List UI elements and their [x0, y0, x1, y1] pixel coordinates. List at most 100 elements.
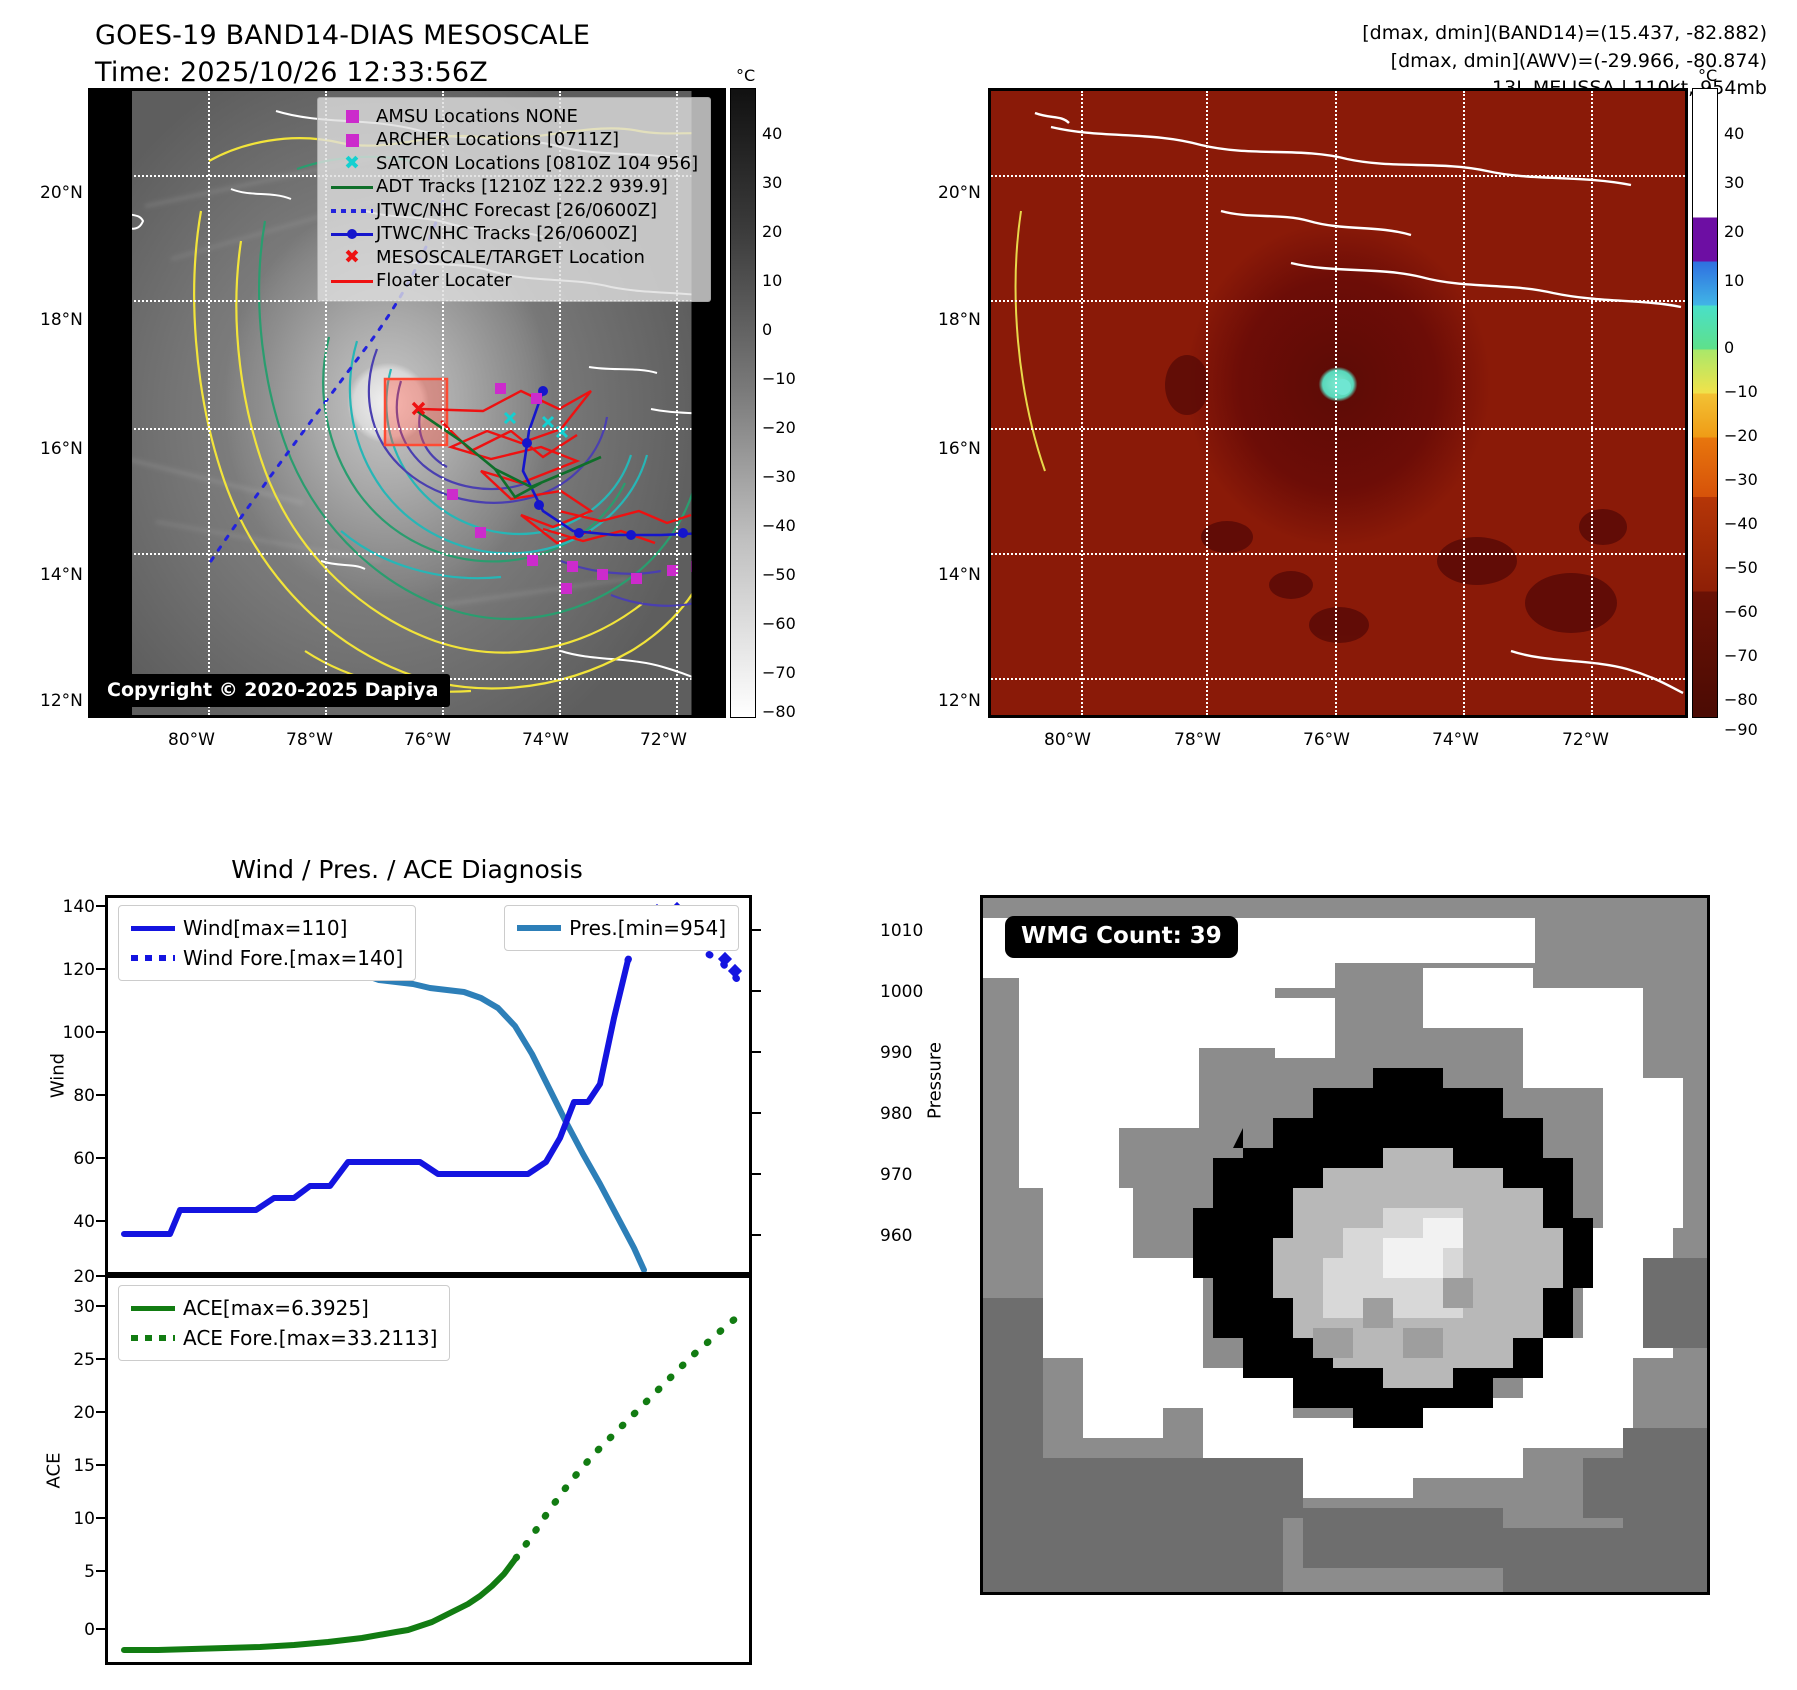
ace-chart[interactable]: ACE[max=6.3925] ACE Fore.[max=33.2113] [105, 1275, 752, 1665]
wind-ytick-120: 120 [62, 960, 95, 980]
wind-ytick-80: 80 [73, 1086, 95, 1106]
cbtick-b-11: −70 [1724, 646, 1758, 665]
cbtick-a-2: 20 [762, 222, 783, 241]
legend-item-ace-forecast[interactable]: ACE Fore.[max=33.2113] [131, 1323, 437, 1353]
wind-pressure-chart[interactable]: Wind[max=110] Wind Fore.[max=140] Pres.[… [105, 895, 752, 1275]
wmg-count-badge: WMG Count: 39 [1005, 916, 1238, 958]
cbtick-a-8: −40 [762, 516, 796, 535]
square-magenta-icon [328, 110, 376, 124]
wind-ytick-20: 20 [73, 1267, 95, 1287]
cbtick-a-6: −20 [762, 418, 796, 437]
x-red-icon: ✖ [344, 246, 360, 269]
cbtick-b-7: −30 [1724, 470, 1758, 489]
line-red-icon [328, 279, 376, 283]
lat-tick-18n-a: 18°N [40, 310, 83, 330]
lon-tick-80w-b: 80°W [1044, 730, 1091, 750]
cbtick-b-12: −80 [1724, 690, 1758, 709]
line-green-icon [328, 185, 376, 189]
ace-ytick-0: 0 [84, 1620, 95, 1640]
cbtick-b-5: −10 [1724, 382, 1758, 401]
legend-item-satcon[interactable]: ✖ SATCON Locations [0810Z 104 956] [328, 152, 698, 176]
info-dmax-awv: [dmax, dmin](AWV)=(-29.966, -80.874) [1390, 49, 1767, 72]
cbtick-b-1: 30 [1724, 173, 1745, 192]
legend-label-ace-forecast: ACE Fore.[max=33.2113] [183, 1326, 438, 1350]
lon-tick-80w-a: 80°W [168, 730, 215, 750]
pressure-legend[interactable]: Pres.[min=954] [504, 905, 739, 951]
lon-tick-74w-a: 74°W [522, 730, 569, 750]
legend-label-ace: ACE[max=6.3925] [183, 1296, 369, 1320]
lat-tick-20n-a: 20°N [40, 183, 83, 203]
legend-item-wind[interactable]: Wind[max=110] [131, 913, 403, 943]
legend-item-ace[interactable]: ACE[max=6.3925] [131, 1293, 437, 1323]
ace-ytick-10: 10 [73, 1509, 95, 1529]
cbtick-b-9: −50 [1724, 558, 1758, 577]
cbtick-b-10: −60 [1724, 602, 1758, 621]
line-lightblue-icon [517, 925, 569, 931]
legend-label-archer: ARCHER Locations [0711Z] [376, 129, 620, 151]
legend-item-jtwc-tracks[interactable]: JTWC/NHC Tracks [26/0600Z] [328, 223, 698, 247]
cbtick-b-13: −90 [1724, 720, 1758, 739]
legend-label-wind-forecast: Wind Fore.[max=140] [183, 946, 404, 970]
ace-legend[interactable]: ACE[max=6.3925] ACE Fore.[max=33.2113] [118, 1285, 451, 1361]
cbtick-b-6: −20 [1724, 426, 1758, 445]
cbtick-a-7: −30 [762, 467, 796, 486]
legend-item-mesoscale-target[interactable]: ✖ MESOSCALE/TARGET Location [328, 246, 698, 270]
cbtick-a-11: −70 [762, 663, 796, 682]
wind-ytick-100: 100 [62, 1023, 95, 1043]
wind-ytick-60: 60 [73, 1149, 95, 1169]
legend-label-jtwc-forecast: JTWC/NHC Forecast [26/0600Z] [376, 199, 658, 221]
wind-ytick-140: 140 [62, 897, 95, 917]
wind-legend[interactable]: Wind[max=110] Wind Fore.[max=140] [118, 905, 417, 981]
lon-tick-76w-b: 76°W [1303, 730, 1350, 750]
ace-ytick-20: 20 [73, 1403, 95, 1423]
awv-map-panel[interactable] [988, 88, 1688, 718]
legend-label-wind: Wind[max=110] [183, 916, 348, 940]
cbtick-a-5: −10 [762, 369, 796, 388]
cbtick-a-12: −80 [762, 702, 796, 721]
lon-tick-78w-b: 78°W [1174, 730, 1221, 750]
cbtick-b-3: 10 [1724, 271, 1745, 290]
lon-tick-72w-a: 72°W [640, 730, 687, 750]
pres-ytick-1010: 1010 [880, 921, 924, 941]
lat-tick-12n-a: 12°N [40, 691, 83, 711]
lat-tick-14n-b: 14°N [938, 565, 981, 585]
legend-label-mesoscale: MESOSCALE/TARGET Location [376, 246, 645, 268]
lon-tick-76w-a: 76°W [404, 730, 451, 750]
ace-ytick-5: 5 [84, 1562, 95, 1582]
line-marker-blue-icon [328, 232, 376, 236]
legend-item-jtwc-forecast[interactable]: JTWC/NHC Forecast [26/0600Z] [328, 199, 698, 223]
wmg-pixel-overlay [983, 898, 1707, 1592]
wmg-map-panel[interactable]: WMG Count: 39 [980, 895, 1710, 1595]
legend-label-pressure: Pres.[min=954] [569, 916, 726, 940]
cbtick-b-4: 0 [1724, 338, 1735, 357]
cbtick-a-9: −50 [762, 565, 796, 584]
legend-item-pressure[interactable]: Pres.[min=954] [517, 913, 726, 943]
cbtick-b-8: −40 [1724, 514, 1758, 533]
ir-mesoscale-map-panel[interactable]: AMSU Locations NONE ARCHER Locations [07… [88, 88, 726, 718]
colorbar-unit-a: °C [736, 66, 756, 85]
ir-colorbar [730, 88, 756, 718]
pres-ytick-1000: 1000 [880, 982, 924, 1002]
ace-ytick-15: 15 [73, 1456, 95, 1476]
lat-tick-14n-a: 14°N [40, 565, 83, 585]
ace-ytick-30: 30 [73, 1297, 95, 1317]
lat-tick-16n-b: 16°N [938, 439, 981, 459]
legend-item-adt-tracks[interactable]: ADT Tracks [1210Z 122.2 939.9] [328, 176, 698, 200]
cbtick-a-1: 30 [762, 173, 783, 192]
dotted-blue-icon [328, 208, 376, 213]
cbtick-b-0: 40 [1724, 124, 1745, 143]
cbtick-b-2: 20 [1724, 222, 1745, 241]
lat-tick-18n-b: 18°N [938, 310, 981, 330]
pres-ytick-990: 990 [880, 1043, 913, 1063]
legend-item-archer[interactable]: ARCHER Locations [0711Z] [328, 129, 698, 153]
title-line-2: Time: 2025/10/26 12:33:56Z [95, 57, 488, 88]
awv-colorbar [1692, 88, 1718, 718]
map-legend[interactable]: AMSU Locations NONE ARCHER Locations [07… [317, 97, 712, 302]
legend-label-satcon: SATCON Locations [0810Z 104 956] [376, 152, 699, 174]
lon-tick-72w-b: 72°W [1562, 730, 1609, 750]
legend-item-floater-locater[interactable]: Floater Locater [328, 270, 698, 294]
legend-item-wind-forecast[interactable]: Wind Fore.[max=140] [131, 943, 403, 973]
cbtick-a-3: 10 [762, 271, 783, 290]
legend-item-amsu[interactable]: AMSU Locations NONE [328, 105, 698, 129]
